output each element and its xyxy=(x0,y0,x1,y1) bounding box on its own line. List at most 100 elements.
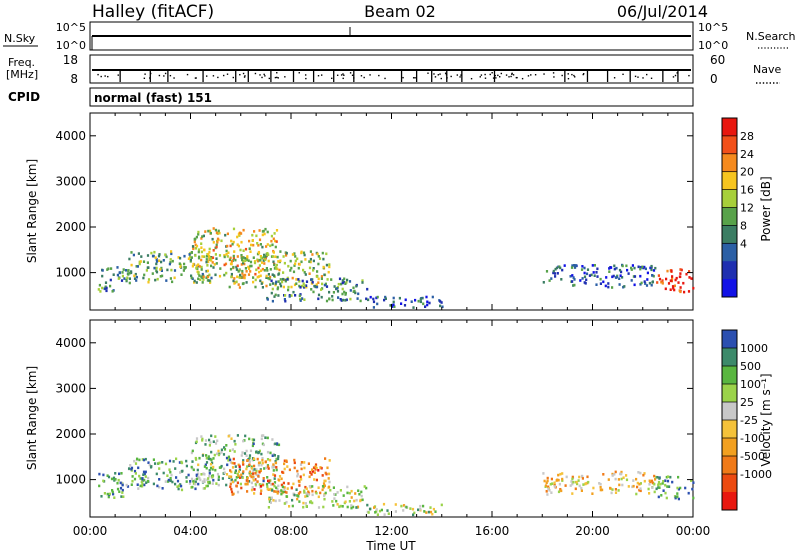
power-cell xyxy=(336,287,339,290)
power-cell xyxy=(160,266,163,270)
velocity-cell xyxy=(440,503,443,507)
velocity-cell xyxy=(238,476,242,479)
power-cell xyxy=(241,272,244,275)
power-cell xyxy=(417,299,420,303)
nave-dot xyxy=(527,75,530,77)
velocity-cell xyxy=(212,440,215,443)
velocity-cell xyxy=(203,487,206,490)
velocity-cell xyxy=(121,483,124,487)
velocity-cell xyxy=(348,491,351,495)
power-cell xyxy=(240,240,243,244)
power-cell xyxy=(160,260,163,264)
power-cell xyxy=(215,257,218,260)
velocity-cell xyxy=(651,486,654,489)
power-cell xyxy=(293,264,296,267)
time-tick-label: 16:00 xyxy=(475,524,510,538)
power-cell xyxy=(200,258,203,262)
power-cell xyxy=(210,259,213,262)
nave-dot xyxy=(498,76,501,78)
power-cell xyxy=(302,268,305,272)
power-cell xyxy=(372,306,375,309)
power-cell xyxy=(294,294,297,297)
velocity-cell xyxy=(271,482,274,486)
velocity-cell xyxy=(280,492,283,496)
power-cell xyxy=(312,259,315,263)
time-tick-label: 20:00 xyxy=(575,524,610,538)
power-cell xyxy=(682,281,685,285)
velocity-cell xyxy=(376,513,379,516)
power-cell xyxy=(153,250,156,254)
velocity-cell xyxy=(273,481,277,484)
power-cell xyxy=(209,231,212,235)
power-cell xyxy=(215,262,218,265)
nave-dot xyxy=(495,77,497,79)
velocity-cell xyxy=(217,449,220,453)
power-cell xyxy=(127,273,130,276)
power-cell xyxy=(309,257,312,261)
power-cell xyxy=(301,279,304,283)
power-cell xyxy=(627,272,630,275)
velocity-cell xyxy=(234,465,237,468)
power-cell xyxy=(335,287,338,291)
velocity-cell xyxy=(317,506,321,509)
power-cell xyxy=(199,278,202,281)
velocity-cell xyxy=(647,487,650,491)
velocity-ylabel: Slant Range [km] xyxy=(25,366,39,470)
power-cell xyxy=(239,248,242,252)
power-cell xyxy=(312,290,315,294)
velocity-cell xyxy=(272,473,275,476)
velocity-cell xyxy=(137,466,140,470)
velocity-cell xyxy=(326,466,329,470)
velocity-cell xyxy=(250,465,253,469)
velocity-cell xyxy=(190,477,194,481)
power-cell xyxy=(215,231,218,235)
power-cell xyxy=(317,277,320,281)
velocity-cell xyxy=(402,509,405,512)
power-cell xyxy=(142,276,145,280)
velocity-cell xyxy=(250,488,254,492)
power-cell xyxy=(251,233,254,237)
power-cell xyxy=(320,295,323,299)
nave-dot xyxy=(445,73,448,76)
power-cell xyxy=(317,281,320,284)
velocity-cell xyxy=(350,496,353,499)
velocity-cell xyxy=(252,438,256,442)
velocity-cell xyxy=(266,487,269,491)
nave-dot xyxy=(491,72,493,74)
velocity-cell xyxy=(592,486,595,490)
velocity-cell xyxy=(658,477,661,480)
power-cell xyxy=(303,253,306,257)
velocity-cell xyxy=(230,475,233,479)
power-cell xyxy=(238,276,241,279)
velocity-cell xyxy=(191,449,194,453)
velocity-cell xyxy=(255,450,258,453)
power-cell xyxy=(97,288,100,291)
power-cell xyxy=(257,266,260,270)
velocity-cell xyxy=(125,483,128,487)
power-cell xyxy=(242,260,245,263)
power-cell xyxy=(671,285,675,288)
power-cell xyxy=(273,267,276,270)
velocity-cell xyxy=(285,460,288,463)
power-cell xyxy=(130,251,133,254)
velocity-cell xyxy=(230,490,234,494)
velocity-cell xyxy=(229,461,232,464)
velocity-cell xyxy=(131,475,134,478)
velocity-cell xyxy=(551,482,554,485)
velocity-cell xyxy=(565,475,568,479)
power-cell xyxy=(239,273,242,277)
velocity-cell xyxy=(237,463,240,467)
power-cell xyxy=(233,282,236,285)
power-cell xyxy=(178,262,181,265)
power-cell xyxy=(203,248,206,252)
velocity-cell xyxy=(550,477,553,481)
power-cell xyxy=(240,254,243,257)
power-cell xyxy=(200,268,203,271)
power-cell xyxy=(216,237,220,241)
velocity-cell xyxy=(295,488,298,491)
velocity-cell xyxy=(306,494,309,498)
power-cell xyxy=(264,258,267,262)
power-cell xyxy=(595,271,598,274)
